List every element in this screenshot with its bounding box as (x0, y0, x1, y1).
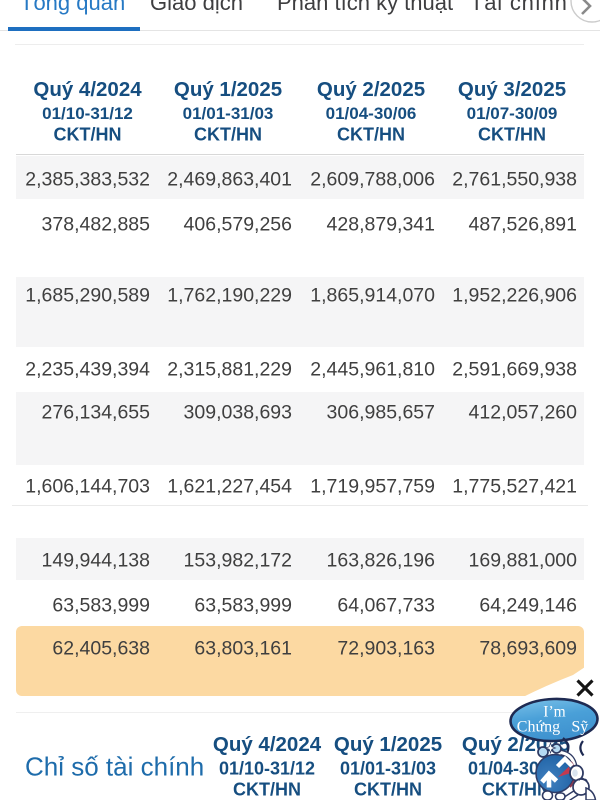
svg-text:I’m: I’m (543, 704, 565, 721)
svg-text:Chứng Sỹ: Chứng Sỹ (517, 719, 588, 736)
